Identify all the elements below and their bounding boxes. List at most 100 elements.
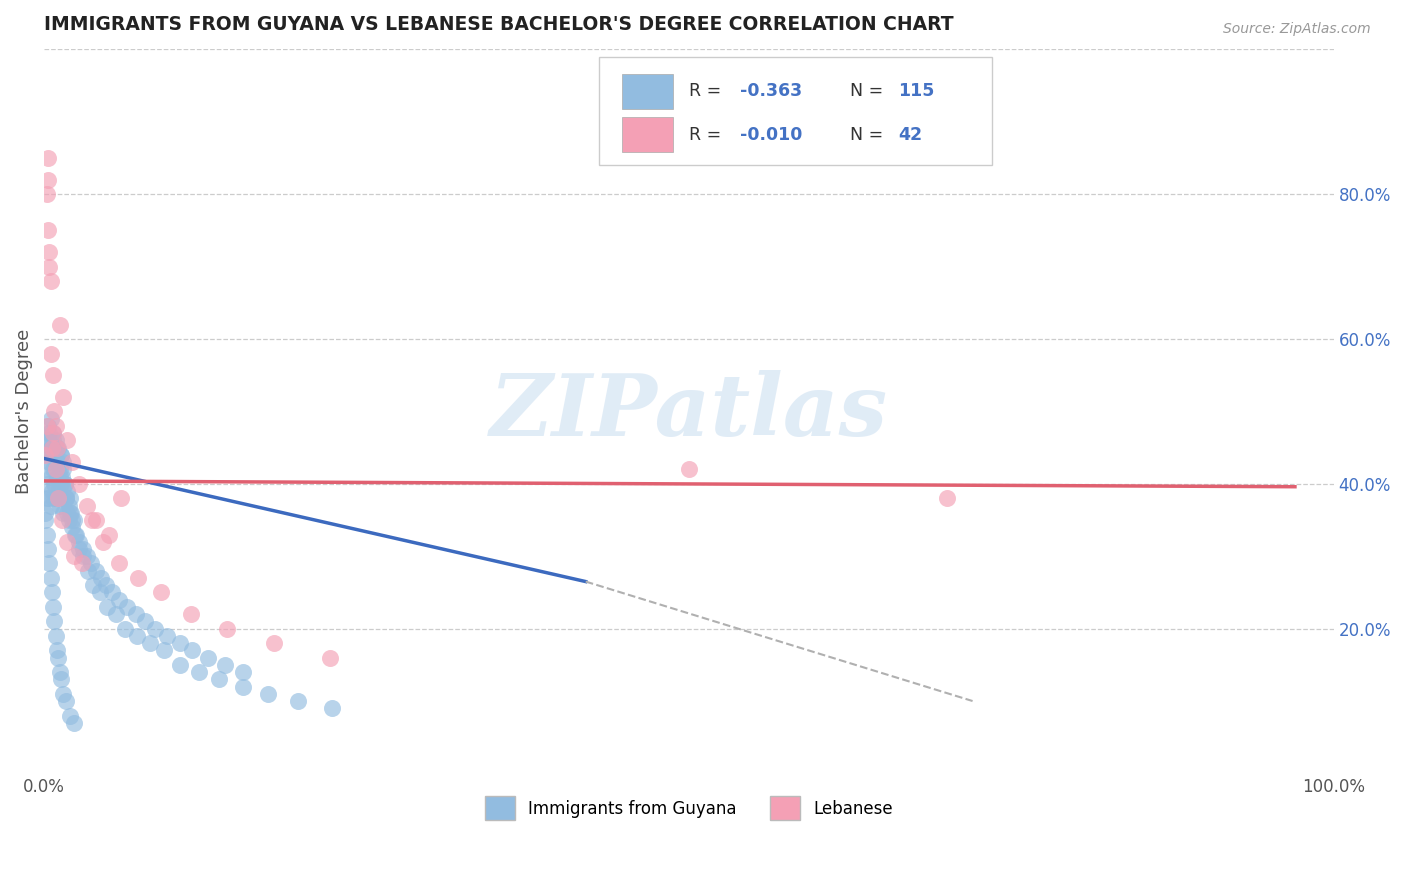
Point [93,534,115,549]
Point [38,557,60,571]
Point [51,513,73,527]
Point [42,599,65,614]
Point [34,506,56,520]
Point [46,491,69,506]
Point [125,629,148,643]
Point [46,455,69,469]
Point [287,694,309,708]
Point [59,506,82,520]
Point [76,499,98,513]
Text: -0.363: -0.363 [741,82,803,101]
Point [134,615,156,629]
Point [232,680,254,694]
Point [37,151,59,165]
Point [60,506,83,520]
Point [37,448,59,462]
Point [35,527,58,541]
Point [108,592,131,607]
Point [46,441,69,455]
Point [232,665,254,679]
Text: N =: N = [851,126,889,144]
Point [45,462,67,476]
Text: N =: N = [851,82,889,101]
Point [37,418,59,433]
Point [45,455,67,469]
Point [34,513,56,527]
Point [44,448,66,462]
Text: 42: 42 [898,126,922,144]
Point [51,491,73,506]
Point [127,571,149,585]
Point [48,499,70,513]
Point [41,441,63,455]
Y-axis label: Bachelor's Degree: Bachelor's Degree [15,329,32,494]
Point [124,607,146,622]
Point [257,687,280,701]
Point [49,673,72,687]
Point [58,499,80,513]
Point [42,434,65,448]
Point [51,469,73,483]
Point [187,665,209,679]
Legend: Immigrants from Guyana, Lebanese: Immigrants from Guyana, Lebanese [478,789,900,827]
Point [214,657,236,672]
Point [35,418,58,433]
Point [49,476,72,491]
Point [84,564,107,578]
Point [89,585,111,599]
Point [319,650,342,665]
Point [217,622,239,636]
Point [59,491,82,506]
Point [56,434,79,448]
Point [90,571,112,585]
Point [45,418,67,433]
Point [49,448,72,462]
Point [55,694,77,708]
Point [42,462,65,476]
Point [42,368,65,383]
Point [180,607,202,622]
Point [46,650,69,665]
Point [153,643,176,657]
Point [41,448,63,462]
Point [45,629,67,643]
Point [62,513,84,527]
Point [41,441,63,455]
Point [114,622,136,636]
Point [48,665,70,679]
Point [45,491,67,506]
Point [65,527,87,541]
Point [42,426,65,441]
Point [181,643,204,657]
Point [321,701,343,715]
Point [52,462,75,476]
Point [169,636,191,650]
Point [44,448,66,462]
Point [39,499,62,513]
Point [263,636,285,650]
Text: 115: 115 [898,82,934,101]
Point [139,636,162,650]
Point [156,629,179,643]
Point [35,491,58,506]
Point [59,708,82,723]
Point [52,687,75,701]
Point [82,578,104,592]
Point [35,187,58,202]
Point [37,223,59,237]
Point [79,557,101,571]
Point [44,404,66,418]
Point [34,448,56,462]
Point [53,476,76,491]
Point [108,557,131,571]
Point [67,534,90,549]
Point [72,549,94,564]
Point [46,643,69,657]
Point [105,607,128,622]
Point [38,426,60,441]
Point [62,513,84,527]
Point [48,318,70,332]
Point [197,650,219,665]
Point [38,491,60,506]
Point [56,506,79,520]
